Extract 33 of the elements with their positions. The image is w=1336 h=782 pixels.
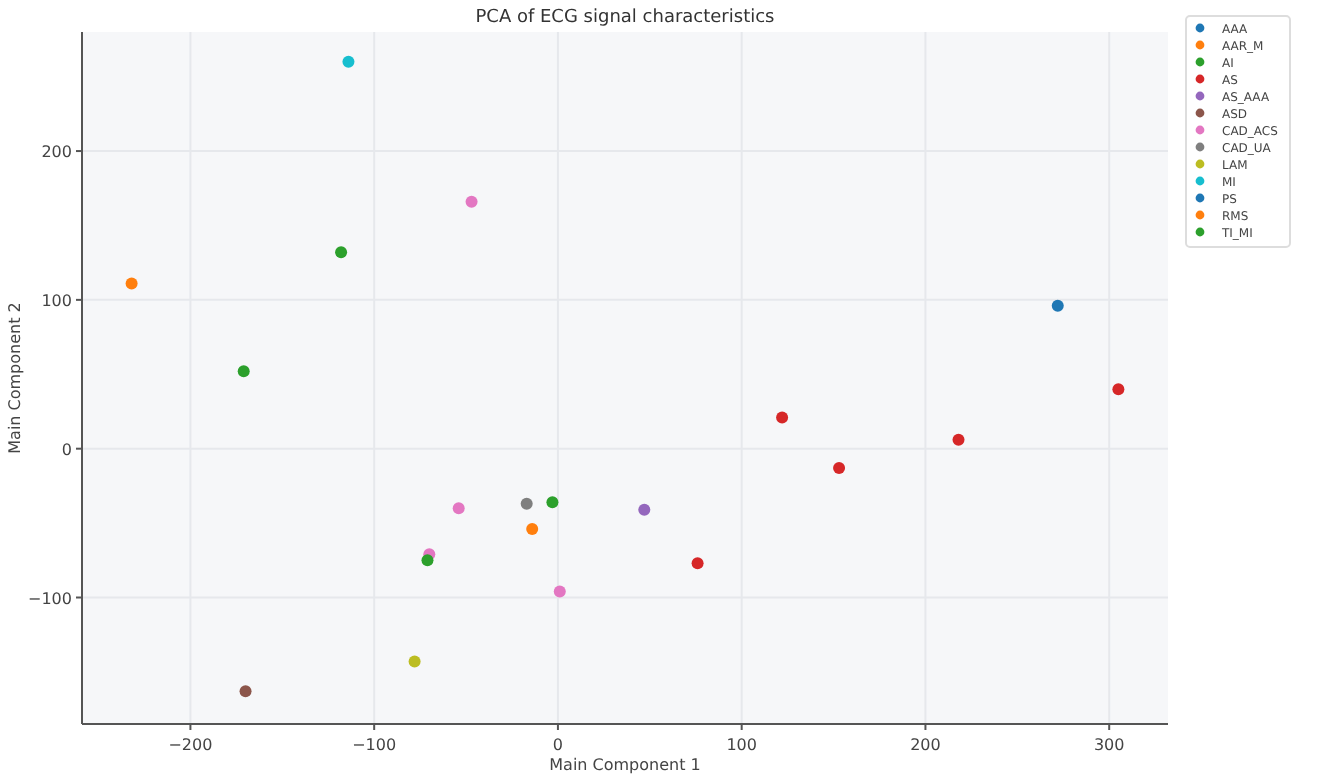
y-axis-title: Main Component 2: [6, 302, 24, 454]
point: [553, 585, 566, 598]
y-tick-label: 200: [41, 143, 72, 162]
x-tick-label: 300: [1093, 736, 1125, 754]
y-tick-label: −100: [28, 589, 72, 608]
point: [125, 277, 138, 290]
x-tick-label: −100: [352, 736, 397, 754]
point: [237, 365, 250, 378]
point: [1051, 299, 1064, 312]
point: [638, 503, 651, 516]
point: [342, 55, 355, 68]
x-tick-label: 200: [910, 736, 941, 754]
point: [239, 685, 252, 698]
y-tick-label: 100: [41, 291, 72, 310]
point: [335, 246, 348, 259]
point: [452, 502, 465, 515]
point: [833, 462, 846, 475]
point: [546, 496, 559, 509]
y-tick-label: 0: [61, 440, 72, 459]
x-tick-label: 0: [552, 736, 564, 754]
point: [526, 523, 539, 536]
chart-title: PCA of ECG signal characteristics: [475, 8, 776, 28]
point: [520, 497, 533, 510]
point: [1112, 383, 1125, 396]
x-tick-label: 100: [726, 736, 757, 754]
point: [408, 655, 421, 668]
point: [465, 195, 478, 208]
point: [421, 554, 434, 567]
point: [691, 557, 704, 570]
x-axis-title: Main Component 1: [549, 756, 701, 774]
x-tick-label: −200: [168, 736, 213, 754]
point: [776, 411, 789, 424]
point: [952, 433, 965, 446]
